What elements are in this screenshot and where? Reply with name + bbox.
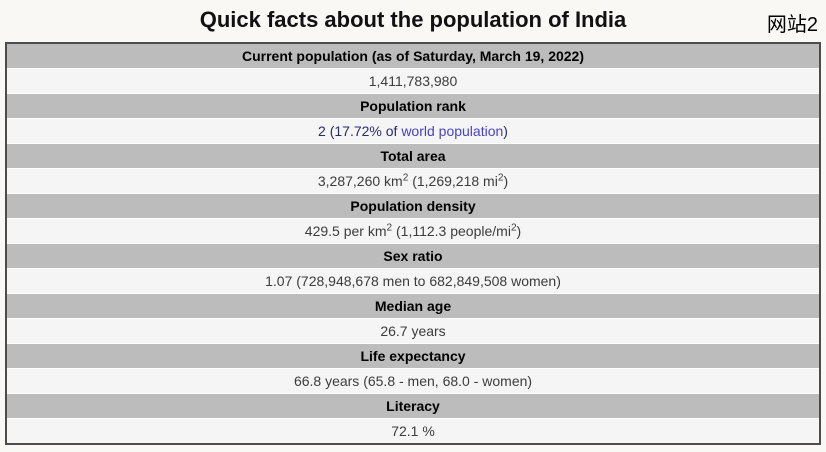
superscript: 2 xyxy=(402,172,409,184)
fact-value: 429.5 per km2 (1,112.3 people/mi2) xyxy=(6,218,820,244)
fact-label: Current population (as of Saturday, Marc… xyxy=(6,43,820,69)
fact-header-row: Median age xyxy=(6,293,820,319)
fact-value-text: 72.1 % xyxy=(391,423,435,439)
fact-value-text: 1.07 (728,948,678 men to 682,849,508 wom… xyxy=(265,273,561,289)
fact-value: 2 (17.72% of world population) xyxy=(6,118,820,144)
fact-label: Median age xyxy=(6,293,820,319)
fact-value: 1.07 (728,948,678 men to 682,849,508 wom… xyxy=(6,268,820,294)
fact-label: Literacy xyxy=(6,393,820,419)
fact-value-text: 2 (17.72% of xyxy=(318,123,402,139)
fact-label: Life expectancy xyxy=(6,343,820,369)
fact-value: 3,287,260 km2 (1,269,218 mi2) xyxy=(6,168,820,194)
fact-header-row: Population rank xyxy=(6,93,820,119)
fact-value-text: 429.5 per km xyxy=(304,223,387,239)
fact-header-row: Population density xyxy=(6,193,820,219)
superscript: 2 xyxy=(386,222,393,234)
fact-value-row: 429.5 per km2 (1,112.3 people/mi2) xyxy=(6,218,820,244)
world-population-link[interactable]: world population xyxy=(401,123,504,139)
fact-value-row: 26.7 years xyxy=(6,318,820,344)
fact-value: 1,411,783,980 xyxy=(6,68,820,94)
fact-value-text: ) xyxy=(503,173,509,189)
fact-label: Sex ratio xyxy=(6,243,820,269)
fact-value: 66.8 years (65.8 - men, 68.0 - women) xyxy=(6,368,820,394)
fact-value: 72.1 % xyxy=(6,418,820,444)
fact-value-text: 26.7 years xyxy=(380,323,446,339)
fact-value-text: ) xyxy=(503,123,508,139)
top-bar: Quick facts about the population of Indi… xyxy=(0,0,826,42)
fact-value-row: 1,411,783,980 xyxy=(6,68,820,94)
fact-value-text: 1,411,783,980 xyxy=(368,73,458,89)
fact-label: Population density xyxy=(6,193,820,219)
fact-value-text: (1,269,218 mi xyxy=(408,173,498,189)
fact-value-text: 3,287,260 km xyxy=(317,173,403,189)
fact-header-row: Current population (as of Saturday, Marc… xyxy=(6,43,820,69)
superscript: 2 xyxy=(510,222,517,234)
fact-value-text: ) xyxy=(516,223,522,239)
fact-value-row: 2 (17.72% of world population) xyxy=(6,118,820,144)
fact-value: 26.7 years xyxy=(6,318,820,344)
fact-value-text: (1,112.3 people/mi xyxy=(392,223,511,239)
fact-value-row: 3,287,260 km2 (1,269,218 mi2) xyxy=(6,168,820,194)
fact-label: Total area xyxy=(6,143,820,169)
page-title: Quick facts about the population of Indi… xyxy=(199,7,627,32)
fact-header-row: Total area xyxy=(6,143,820,169)
fact-header-row: Life expectancy xyxy=(6,343,820,369)
fact-header-row: Sex ratio xyxy=(6,243,820,269)
site-label: 网站2 xyxy=(766,14,818,36)
superscript: 2 xyxy=(497,172,504,184)
fact-value-row: 72.1 % xyxy=(6,418,820,444)
facts-table-body: Current population (as of Saturday, Marc… xyxy=(6,43,820,444)
fact-label: Population rank xyxy=(6,93,820,119)
fact-header-row: Literacy xyxy=(6,393,820,419)
fact-value-text: 66.8 years (65.8 - men, 68.0 - women) xyxy=(293,373,533,389)
fact-value-row: 66.8 years (65.8 - men, 68.0 - women) xyxy=(6,368,820,394)
facts-table: Current population (as of Saturday, Marc… xyxy=(5,42,821,445)
fact-value-row: 1.07 (728,948,678 men to 682,849,508 wom… xyxy=(6,268,820,294)
